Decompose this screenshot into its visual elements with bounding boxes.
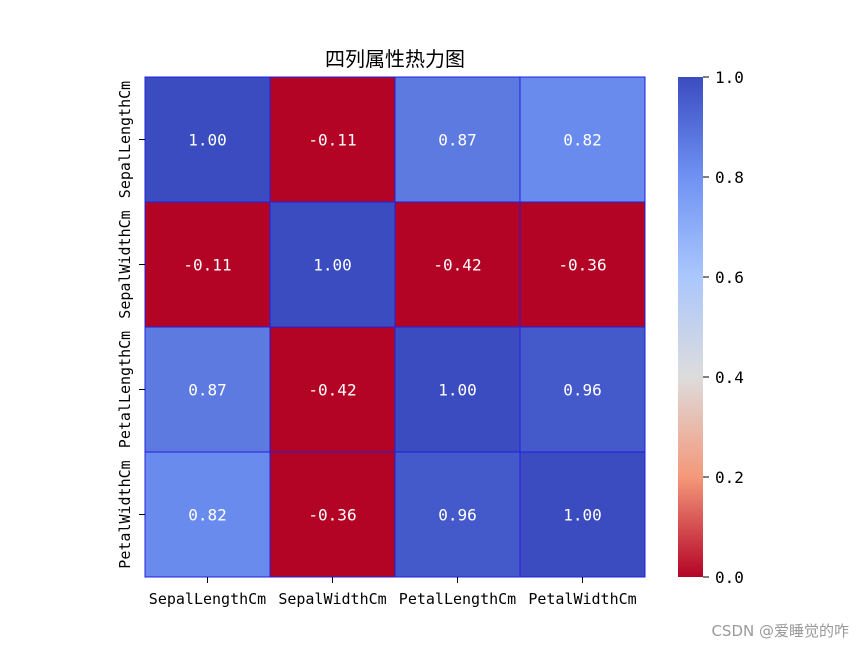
cell-value-label: -0.11 xyxy=(183,256,231,275)
colorbar-tick-label: 0.0 xyxy=(715,568,744,587)
heatmap-cell xyxy=(269,451,396,578)
cell-value-label: -0.11 xyxy=(308,131,356,150)
heatmap-cell xyxy=(144,201,271,328)
heatmap-cell xyxy=(144,76,271,203)
heatmap-cells xyxy=(144,76,646,578)
x-tick-label: PetalWidthCm xyxy=(528,590,636,608)
cell-value-label: 0.96 xyxy=(438,506,477,525)
heatmap-cell xyxy=(519,451,646,578)
y-tick-label: PetalWidthCm xyxy=(116,460,134,568)
heatmap-cell xyxy=(269,326,396,453)
watermark-text: CSDN @爱睡觉的咋 xyxy=(711,622,849,640)
chart-title: 四列属性热力图 xyxy=(325,47,465,71)
heatmap-cell-labels: 1.00 -0.11 0.87 0.82 -0.11 1.00 -0.42 -0.36 0.87… xyxy=(183,131,606,525)
cell-value-label: 0.82 xyxy=(188,506,227,525)
heatmap-cell xyxy=(394,451,521,578)
colorbar-tick-label: 0.8 xyxy=(715,168,744,187)
heatmap-cell xyxy=(519,326,646,453)
colorbar-tick-label: 0.4 xyxy=(715,368,744,387)
cell-value-label: 1.00 xyxy=(188,131,227,150)
heatmap-cell xyxy=(269,201,396,328)
colorbar-bar xyxy=(678,77,703,577)
cell-value-label: -0.36 xyxy=(558,256,606,275)
cell-value-label: 0.82 xyxy=(563,131,602,150)
colorbar-tick-label: 0.6 xyxy=(715,268,744,287)
y-tick-label: SepalLengthCm xyxy=(116,81,134,198)
y-tick-label: SepalWidthCm xyxy=(116,210,134,318)
x-axis: SepalLengthCm SepalWidthCm PetalLengthCm Pe… xyxy=(149,577,637,608)
colorbar: 0.0 0.2 0.4 0.6 0.8 1.0 xyxy=(678,68,744,587)
x-tick-label: SepalLengthCm xyxy=(149,590,266,608)
heatmap-cell xyxy=(394,76,521,203)
y-tick-label: PetalLengthCm xyxy=(116,331,134,448)
colorbar-tick-label: 0.2 xyxy=(715,468,744,487)
cell-value-label: 0.96 xyxy=(563,381,602,400)
y-axis: SepalLengthCm SepalWidthCm PetalLengthCm Pe… xyxy=(116,81,145,569)
cell-value-label: 1.00 xyxy=(438,381,477,400)
heatmap-cell xyxy=(519,76,646,203)
cell-value-label: -0.42 xyxy=(308,381,356,400)
cell-value-label: 1.00 xyxy=(563,506,602,525)
colorbar-tick-label: 1.0 xyxy=(715,68,744,87)
x-tick-label: SepalWidthCm xyxy=(278,590,386,608)
x-tick-label: PetalLengthCm xyxy=(399,590,516,608)
cell-value-label: 0.87 xyxy=(438,131,477,150)
cell-value-label: -0.36 xyxy=(308,506,356,525)
cell-value-label: 0.87 xyxy=(188,381,227,400)
heatmap-cell xyxy=(144,451,271,578)
heatmap-cell xyxy=(519,201,646,328)
cell-value-label: 1.00 xyxy=(313,256,352,275)
heatmap-cell xyxy=(269,76,396,203)
cell-value-label: -0.42 xyxy=(433,256,481,275)
